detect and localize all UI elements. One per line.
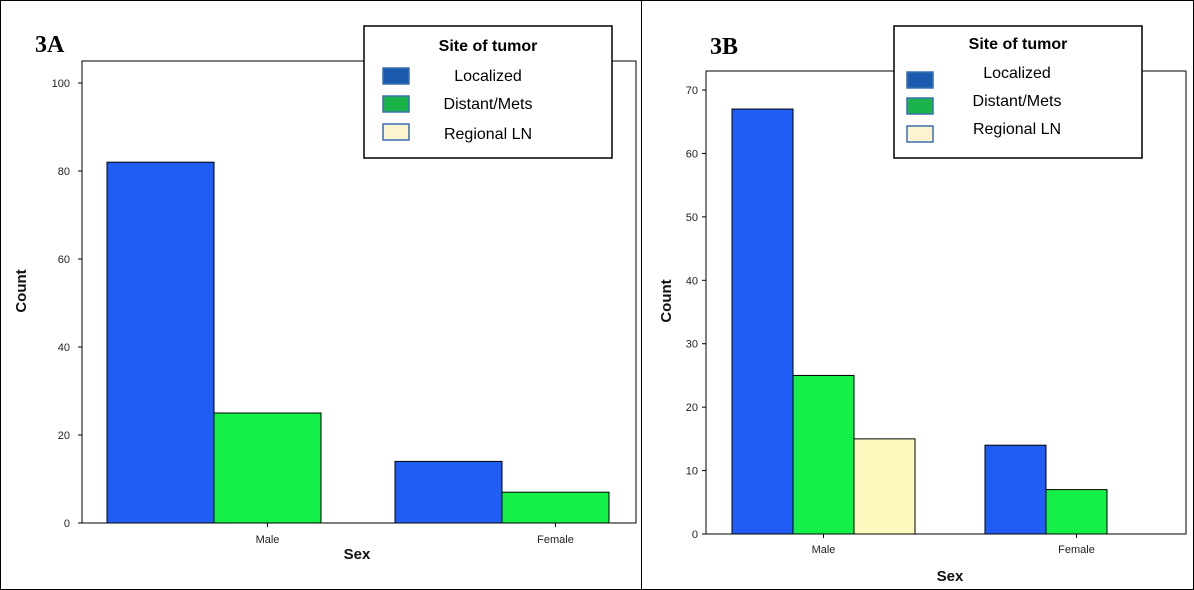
legend-label-b: Distant/Mets bbox=[973, 93, 1062, 110]
legend-swatch-a bbox=[382, 67, 410, 85]
y-tick-label-a: 0 bbox=[64, 518, 70, 530]
panel-label-a: 3A bbox=[35, 32, 65, 58]
y-tick-label-a: 60 bbox=[58, 254, 70, 266]
y-tick-label-a: 80 bbox=[58, 166, 70, 178]
bar-b-female-distant-mets bbox=[1045, 489, 1108, 535]
bar-b-male-distant-mets bbox=[792, 374, 855, 535]
y-tick-label-b: 20 bbox=[686, 402, 698, 414]
y-tick-label-b: 70 bbox=[686, 85, 698, 97]
x-tick-label-b: Female bbox=[1058, 544, 1095, 556]
y-tick-label-b: 30 bbox=[686, 339, 698, 351]
legend-label-b: Localized bbox=[983, 65, 1051, 82]
bar-b-female-localized bbox=[984, 444, 1047, 535]
x-axis-title-a: Sex bbox=[344, 546, 371, 563]
y-tick-label-a: 20 bbox=[58, 430, 70, 442]
bar-a-male-distant-mets bbox=[213, 412, 322, 524]
legend-title-a: Site of tumor bbox=[439, 38, 538, 55]
legend-swatch-a bbox=[382, 95, 410, 113]
panel-divider bbox=[641, 0, 642, 590]
y-axis-title-a: Count bbox=[13, 269, 30, 312]
y-tick-label-a: 40 bbox=[58, 342, 70, 354]
legend-label-a: Localized bbox=[454, 68, 522, 85]
bar-b-male-localized bbox=[731, 108, 794, 535]
bar-a-female-distant-mets bbox=[501, 491, 610, 524]
legend-label-a: Distant/Mets bbox=[444, 96, 533, 113]
y-tick-label-b: 60 bbox=[686, 148, 698, 160]
legend-swatch-a bbox=[382, 123, 410, 141]
bar-a-female-localized bbox=[394, 460, 503, 524]
x-tick-label-b: Male bbox=[812, 544, 836, 556]
x-tick-label-a: Female bbox=[537, 534, 574, 546]
x-tick-label-a: Male bbox=[256, 534, 280, 546]
y-tick-label-b: 50 bbox=[686, 212, 698, 224]
y-axis-title-b: Count bbox=[658, 279, 675, 322]
legend-label-b: Regional LN bbox=[973, 121, 1061, 138]
legend-title-b: Site of tumor bbox=[969, 36, 1068, 53]
legend-swatch-b bbox=[906, 125, 934, 143]
x-axis-title-b: Sex bbox=[937, 568, 964, 585]
legend-swatch-b bbox=[906, 97, 934, 115]
legend-label-a: Regional LN bbox=[444, 126, 532, 143]
panel-label-b: 3B bbox=[710, 34, 738, 60]
bar-a-male-localized bbox=[106, 161, 215, 524]
y-tick-label-b: 40 bbox=[686, 275, 698, 287]
legend-swatch-b bbox=[906, 71, 934, 89]
bar-b-male-regional-ln bbox=[853, 438, 916, 535]
y-tick-label-b: 10 bbox=[686, 466, 698, 478]
y-tick-label-a: 100 bbox=[52, 78, 70, 90]
legend-box-b bbox=[893, 25, 1143, 159]
y-tick-label-b: 0 bbox=[692, 529, 698, 541]
